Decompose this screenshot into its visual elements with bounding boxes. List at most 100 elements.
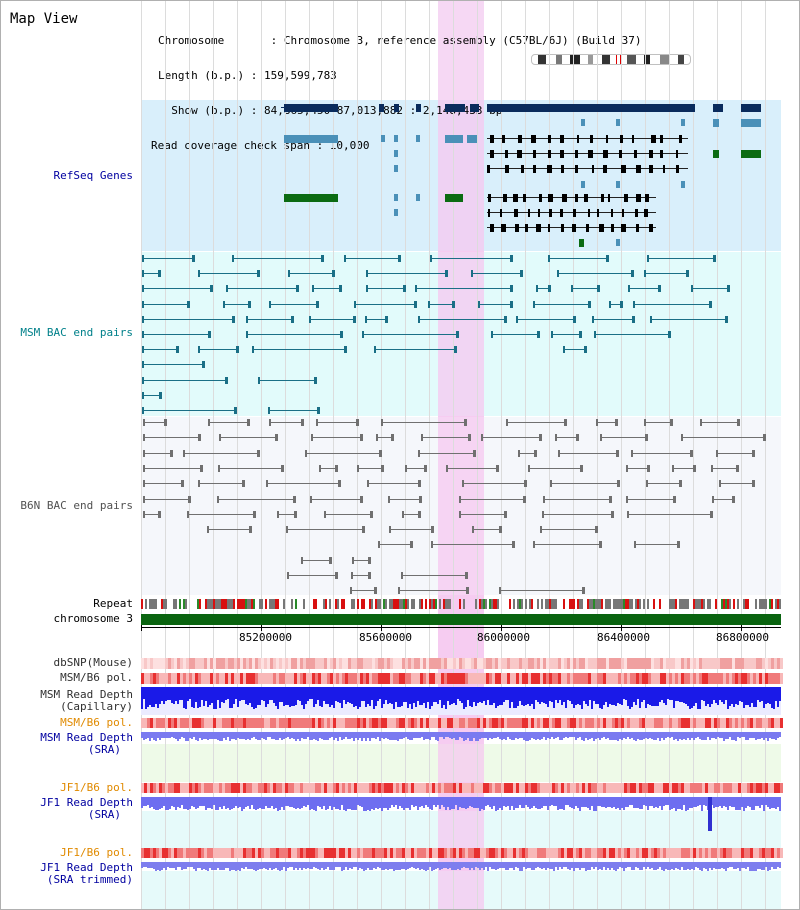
jf1-pol-strip bbox=[162, 783, 165, 793]
msm-depth-capillary-bar bbox=[333, 687, 335, 708]
jf1-depth-sra-bar bbox=[763, 797, 765, 811]
msm-pol-strip-2 bbox=[390, 718, 393, 728]
msm-pol-strip bbox=[696, 673, 699, 684]
repeat-feature bbox=[211, 599, 213, 609]
gene-exon bbox=[562, 194, 568, 202]
jf1-depth-sra-bar bbox=[733, 797, 735, 807]
jf1-depth-sra-bar bbox=[231, 797, 233, 809]
track-label-dbsnp[interactable]: dbSNP(Mouse) bbox=[53, 656, 133, 669]
msm-depth-sra-bar bbox=[583, 732, 585, 741]
msm-pol-strip bbox=[639, 673, 642, 684]
msm-bac-pair-line bbox=[226, 288, 299, 290]
track-label-msm-pol[interactable]: MSM/B6 pol. bbox=[60, 671, 133, 684]
jf1-depth-sra-bar bbox=[627, 797, 629, 807]
dbsnp-strip bbox=[543, 658, 546, 669]
jf1-depth-trim-bar bbox=[365, 862, 367, 870]
msm-pol-strip bbox=[345, 673, 348, 684]
track-label-msm-pol-2[interactable]: MSM/B6 pol. bbox=[60, 716, 133, 729]
track-label-msm-bac[interactable]: MSM BAC end pairs bbox=[20, 326, 133, 339]
track-label-jf1-depth-trim[interactable]: JF1 Read Depth bbox=[40, 861, 133, 874]
gene-exon bbox=[505, 150, 509, 158]
jf1-depth-trim-bar bbox=[689, 862, 691, 870]
jf1-pol-strip-2 bbox=[333, 848, 336, 858]
gene-arrow bbox=[416, 194, 420, 201]
jf1-depth-trim-bar bbox=[481, 862, 483, 868]
track-label-jf1-pol-2[interactable]: JF1/B6 pol. bbox=[60, 846, 133, 859]
msm-pol-strip-2 bbox=[768, 718, 771, 728]
repeat-feature bbox=[371, 599, 373, 609]
msm-pol-strip bbox=[636, 673, 639, 684]
grid-line bbox=[189, 1, 190, 909]
jf1-pol-strip bbox=[246, 783, 249, 793]
jf1-depth-trim-bar bbox=[289, 862, 291, 867]
jf1-pol-strip-2 bbox=[693, 848, 696, 858]
msm-depth-sra-bar bbox=[567, 732, 569, 738]
track-label-jf1-depth-sra[interactable]: JF1 Read Depth bbox=[40, 796, 133, 809]
jf1-depth-sra-bar bbox=[149, 797, 151, 808]
jf1-depth-sra-bar bbox=[265, 797, 267, 806]
jf1-pol-strip bbox=[609, 783, 612, 793]
jf1-depth-trim-bar bbox=[187, 862, 189, 867]
jf1-depth-sra-bar bbox=[579, 797, 581, 811]
msm-depth-capillary-bar bbox=[389, 687, 391, 703]
jf1-pol-strip bbox=[180, 783, 183, 793]
b6n-bac-end bbox=[737, 419, 740, 426]
track-label-refseq[interactable]: RefSeq Genes bbox=[53, 169, 133, 182]
msm-depth-sra-bar bbox=[751, 732, 753, 738]
track-label-jf1-pol[interactable]: JF1/B6 pol. bbox=[60, 781, 133, 794]
msm-pol-strip-2 bbox=[273, 718, 276, 728]
track-label-msm-depth-cap[interactable]: MSM Read Depth bbox=[40, 688, 133, 701]
dbsnp-strip bbox=[774, 658, 777, 669]
b6n-bac-pair-line bbox=[286, 529, 365, 531]
jf1-depth-trim-bar bbox=[201, 862, 203, 870]
msm-pol-strip-2 bbox=[300, 718, 303, 728]
jf1-pol-strip bbox=[303, 783, 306, 793]
jf1-pol-strip bbox=[324, 783, 327, 793]
msm-pol-strip bbox=[558, 673, 561, 684]
jf1-pol-strip bbox=[228, 783, 231, 793]
msm-depth-capillary-bar bbox=[341, 687, 343, 708]
jf1-pol-strip-2 bbox=[300, 848, 303, 858]
jf1-pol-strip bbox=[201, 783, 204, 793]
jf1-pol-strip bbox=[744, 783, 747, 793]
repeat-feature bbox=[217, 599, 219, 609]
track-label-chromosome[interactable]: chromosome 3 bbox=[53, 612, 133, 625]
chromosome-ideogram[interactable] bbox=[531, 54, 691, 65]
track-label-repeat[interactable]: Repeat bbox=[93, 597, 133, 610]
jf1-depth-trim-bar bbox=[565, 862, 567, 867]
jf1-pol-strip bbox=[564, 783, 567, 793]
repeat-feature bbox=[551, 599, 553, 609]
msm-depth-capillary-bar bbox=[199, 687, 201, 707]
jf1-depth-sra-bar bbox=[457, 797, 459, 810]
jf1-depth-trim-bar bbox=[403, 862, 405, 869]
b6n-bac-end bbox=[596, 419, 598, 426]
msm-depth-sra-bar bbox=[427, 732, 429, 739]
dbsnp-strip bbox=[285, 658, 288, 669]
msm-depth-sra-bar bbox=[327, 732, 329, 740]
msm-depth-capillary-bar bbox=[457, 687, 459, 699]
dbsnp-strip bbox=[492, 658, 495, 669]
msm-depth-sra-bar bbox=[775, 732, 777, 740]
msm-pol-strip bbox=[189, 673, 192, 684]
msm-pol-strip bbox=[543, 673, 546, 684]
msm-depth-capillary-bar bbox=[733, 687, 735, 707]
msm-depth-capillary-bar bbox=[377, 687, 379, 701]
jf1-depth-sra-bar bbox=[547, 797, 549, 810]
msm-depth-sra-bar bbox=[731, 732, 733, 740]
msm-pol-strip bbox=[378, 673, 381, 684]
msm-bac-pair-line bbox=[592, 318, 635, 320]
track-label-b6n-bac[interactable]: B6N BAC end pairs bbox=[20, 499, 133, 512]
track-label-msm-depth-sra[interactable]: MSM Read Depth bbox=[40, 731, 133, 744]
jf1-depth-sra-bar bbox=[339, 797, 341, 810]
msm-depth-sra-bar bbox=[361, 732, 363, 741]
msm-bac-end bbox=[268, 407, 270, 414]
b6n-bac-end bbox=[523, 495, 526, 503]
jf1-depth-trim-bar bbox=[643, 862, 645, 867]
gene-exon bbox=[577, 135, 580, 143]
jf1-depth-trim-bar bbox=[293, 862, 295, 870]
msm-depth-sra-bar bbox=[393, 732, 395, 740]
jf1-depth-sra-bar bbox=[769, 797, 771, 809]
msm-depth-capillary-bar bbox=[523, 687, 525, 706]
repeat-feature bbox=[379, 599, 381, 609]
